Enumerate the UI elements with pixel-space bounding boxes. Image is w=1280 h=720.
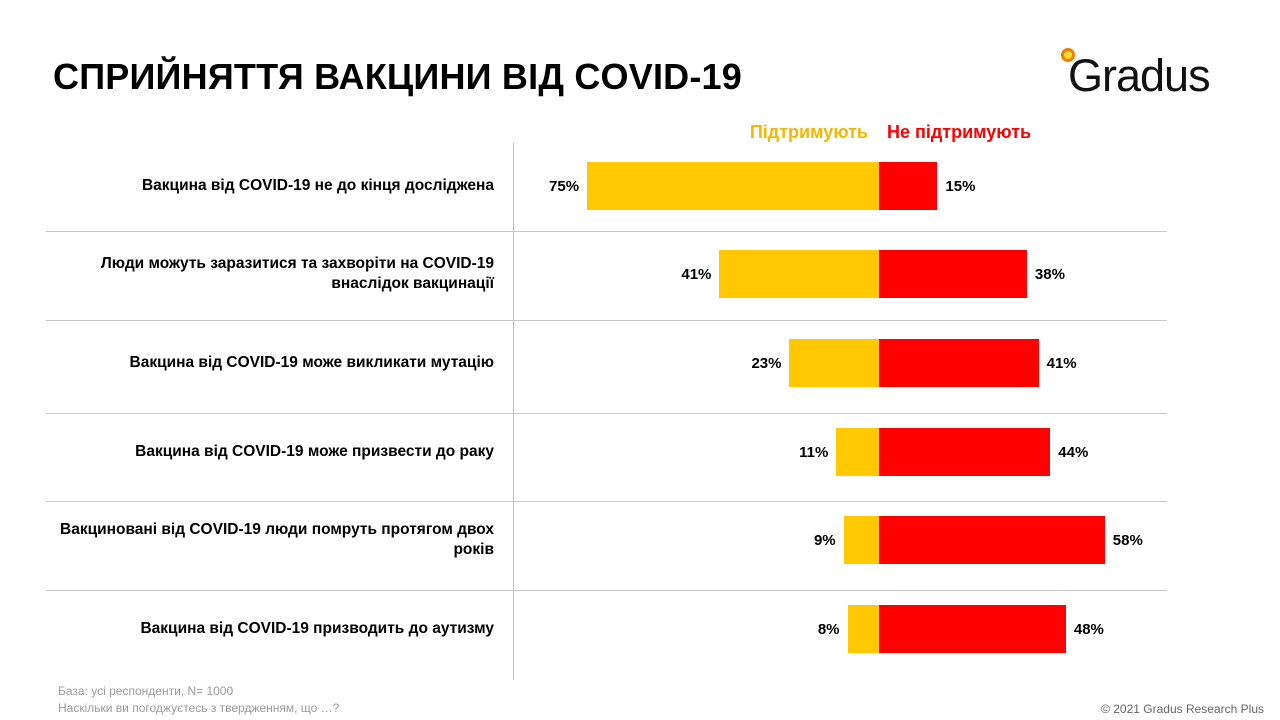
- bar-support: [719, 250, 879, 298]
- category-label: Вакцина від COVID-19 може призвести до р…: [135, 443, 494, 460]
- data-label-oppose: 44%: [1058, 443, 1089, 461]
- label-divider-line: [513, 143, 514, 680]
- logo-dot-icon: [1061, 48, 1075, 62]
- bar-oppose: [879, 516, 1105, 564]
- data-label-support: 11%: [799, 443, 829, 461]
- data-label-support: 41%: [681, 265, 712, 283]
- data-label-oppose: 41%: [1046, 354, 1077, 372]
- category-label: Люди можуть заразитися та захворіти на C…: [100, 255, 494, 292]
- category-label: Вакцина від COVID-19 призводить до аутиз…: [140, 620, 494, 637]
- footnote: База: усі респонденти, N= 1000 Наскільки…: [58, 683, 339, 717]
- legend-support: Підтримують: [749, 122, 868, 142]
- row-separator-line: [46, 590, 1167, 591]
- copyright: © 2021 Gradus Research Plus: [1101, 702, 1264, 716]
- bar-support: [843, 516, 879, 564]
- data-label-oppose: 58%: [1112, 531, 1143, 549]
- category-label: Вакцина від COVID-19 може викликати мута…: [129, 354, 494, 371]
- bar-support: [587, 162, 879, 210]
- data-label-support: 75%: [549, 177, 580, 195]
- row-separator-line: [46, 501, 1167, 502]
- bar-support: [836, 428, 879, 476]
- category-label: Вакциновані від COVID-19 люди помруть пр…: [60, 521, 494, 558]
- data-label-support: 8%: [817, 620, 840, 638]
- bar-oppose: [879, 428, 1051, 476]
- bar-oppose: [879, 339, 1039, 387]
- bar-support: [847, 605, 879, 653]
- data-label-oppose: 48%: [1073, 620, 1104, 638]
- row-separator-line: [46, 320, 1167, 321]
- gradus-logo: Gradus: [1058, 44, 1233, 101]
- bar-oppose: [879, 162, 938, 210]
- bar-oppose: [879, 605, 1066, 653]
- footnote-base: База: усі респонденти, N= 1000: [58, 684, 234, 698]
- legend-oppose: Не підтримують: [887, 122, 1032, 142]
- page-title: СПРИЙНЯТТЯ ВАКЦИНИ ВІД COVID-19: [53, 56, 743, 97]
- row-separator-line: [46, 413, 1167, 414]
- footnote-question: Наскільки ви погоджуєтесь з твердженням,…: [58, 701, 340, 715]
- data-label-support: 9%: [813, 531, 836, 549]
- row-separator-line: [46, 231, 1167, 232]
- bar-support: [789, 339, 879, 387]
- data-label-oppose: 15%: [945, 177, 976, 195]
- logo-text: Gradus: [1068, 50, 1211, 101]
- data-label-oppose: 38%: [1034, 265, 1065, 283]
- bar-oppose: [879, 250, 1027, 298]
- data-label-support: 23%: [751, 354, 782, 372]
- category-label: Вакцина від COVID-19 не до кінця дослідж…: [141, 177, 494, 194]
